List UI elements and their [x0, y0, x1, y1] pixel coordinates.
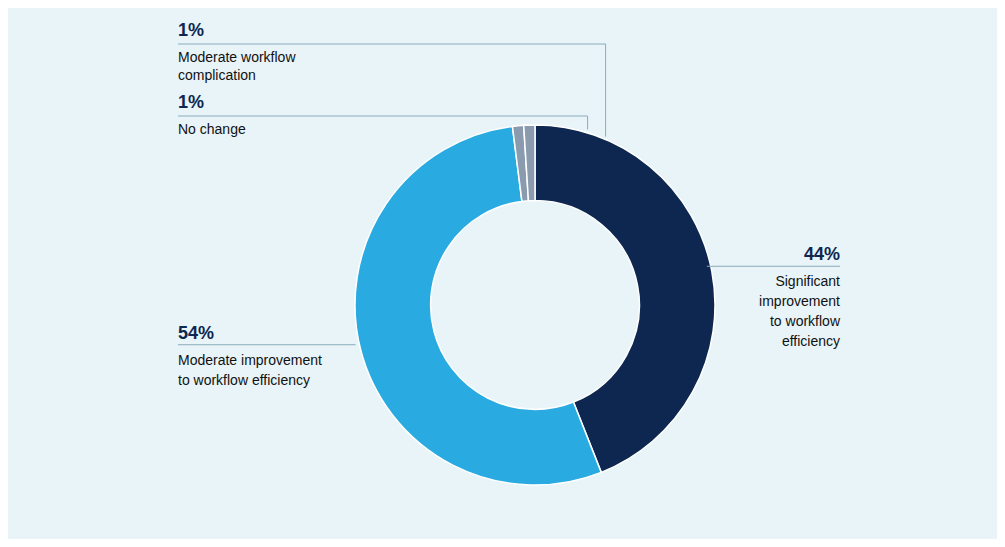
svg-text:1%: 1%	[178, 92, 204, 112]
svg-text:Moderate improvementto workflo: Moderate improvementto workflow efficien…	[178, 352, 322, 388]
svg-text:Significantimprovementto workf: Significantimprovementto workflowefficie…	[759, 273, 841, 349]
svg-text:44%: 44%	[804, 244, 840, 264]
svg-text:1%: 1%	[178, 20, 204, 40]
svg-text:Moderate workflowcomplication: Moderate workflowcomplication	[178, 49, 296, 83]
svg-text:54%: 54%	[178, 323, 214, 343]
svg-text:No change: No change	[178, 121, 246, 137]
